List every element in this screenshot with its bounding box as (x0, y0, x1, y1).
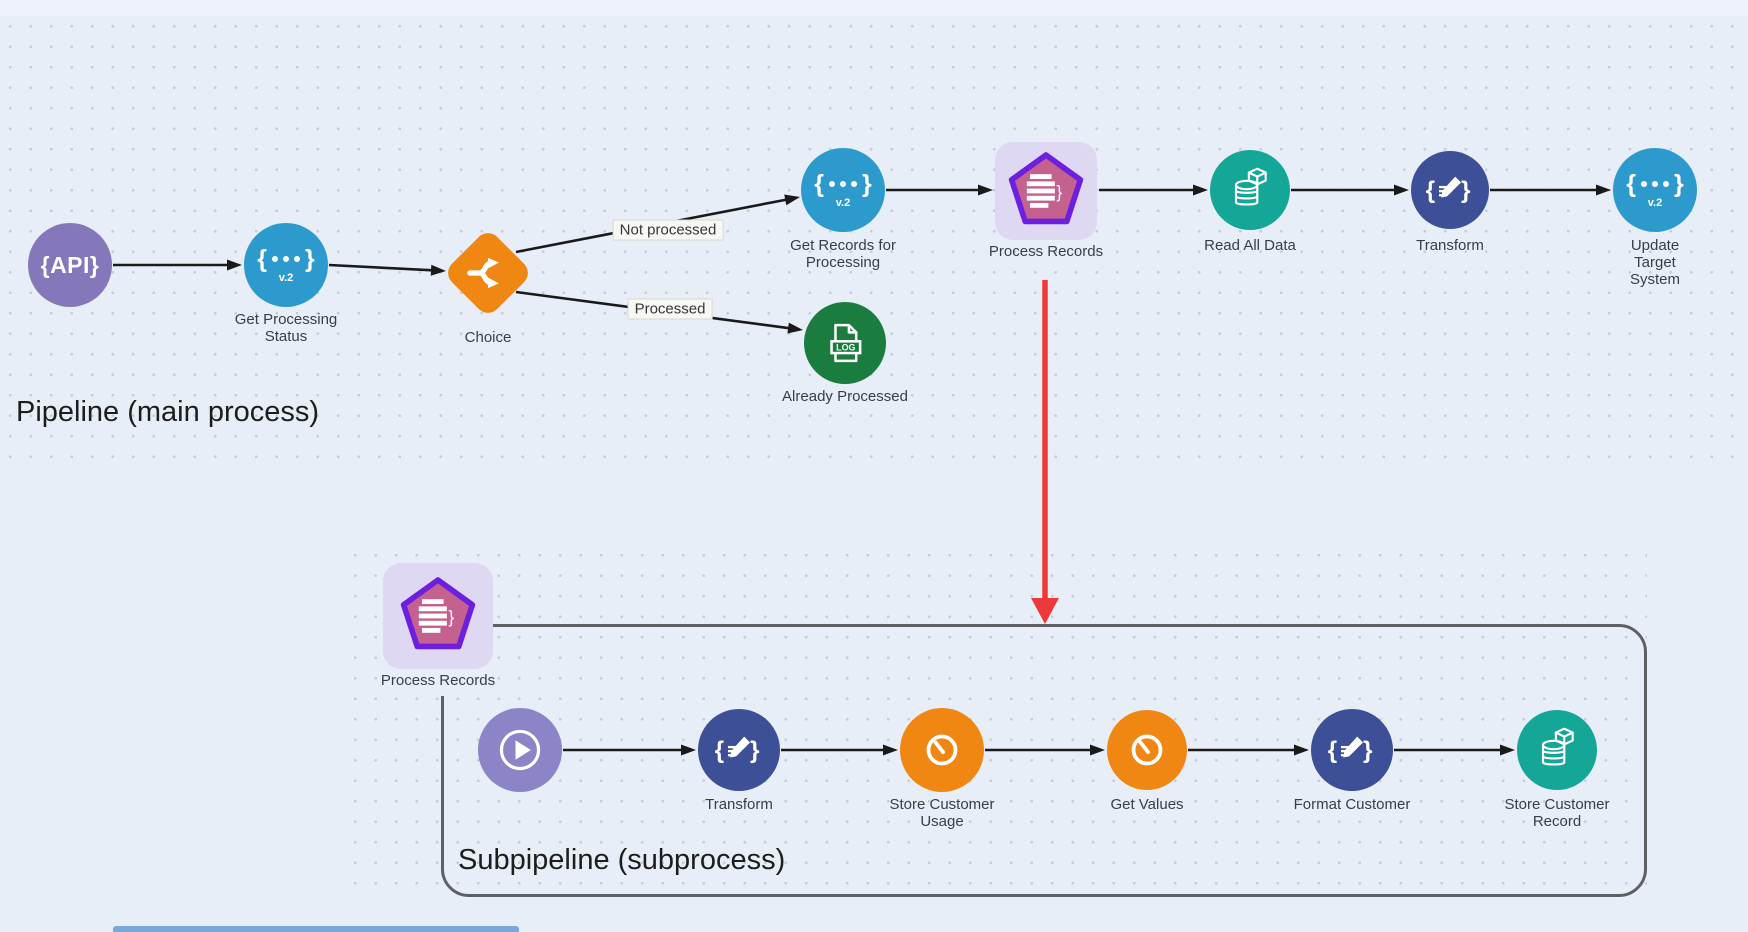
node-subpipeline-start[interactable] (478, 708, 562, 792)
edge-store-customer-usage-get-values (985, 744, 1105, 756)
edge-transform-main-update-target-system (1490, 184, 1611, 196)
svg-text:}: } (750, 737, 760, 764)
svg-text:}: } (1461, 177, 1471, 204)
database-cube-icon (1234, 167, 1267, 206)
subpipeline-boundary (441, 624, 1647, 897)
node-transform-main[interactable]: { } (1411, 151, 1489, 229)
log-file-icon: LOG (830, 323, 862, 363)
edge-process-records-main-read-all-data (1099, 184, 1208, 196)
node-process-records-sub[interactable]: } (383, 563, 493, 669)
node-choice[interactable] (442, 227, 534, 319)
node-label-process-records-main: Process Records (988, 243, 1104, 260)
snap-dots-v2-icon: {} v.2 (814, 169, 872, 209)
svg-text:}: } (1056, 182, 1062, 202)
svg-text:{: { (1328, 737, 1337, 764)
play-icon (499, 729, 541, 771)
node-transform-sub[interactable]: { } (698, 709, 780, 791)
node-label-update-target-system: Update Target System (1629, 237, 1680, 288)
subpipeline-title: Subpipeline (subprocess) (458, 844, 786, 876)
choice-fork-icon (467, 257, 499, 289)
svg-text:LOG: LOG (836, 342, 855, 352)
version-badge: v.2 (278, 271, 294, 284)
subprocess-red-arrow (1031, 280, 1059, 624)
node-store-customer-record[interactable] (1517, 710, 1597, 790)
svg-text:{: { (1426, 177, 1435, 204)
node-label-store-customer-usage: Store Customer Usage (889, 796, 995, 830)
node-label-process-records-sub: Process Records (380, 672, 496, 689)
pentagon-doc-icon: } (1008, 152, 1084, 225)
node-label-get-processing-status: Get Processing Status (234, 311, 338, 345)
edge-read-all-data-transform-main (1291, 184, 1409, 196)
edge-api-get-processing-status (113, 259, 242, 271)
node-label-choice: Choice (464, 329, 512, 346)
edge-format-customer-store-customer-record (1394, 744, 1515, 756)
api-icon: {API} (40, 251, 100, 278)
edge-subpipeline-start-transform-sub (563, 744, 696, 756)
node-get-records-for-processing[interactable]: {} v.2 (801, 148, 885, 232)
node-process-records-main[interactable]: } (995, 142, 1097, 240)
node-get-processing-status[interactable]: {} v.2 (244, 223, 328, 307)
node-format-customer[interactable]: { } (1311, 709, 1393, 791)
svg-text:}: } (448, 607, 454, 627)
edge-transform-sub-store-customer-usage (781, 744, 898, 756)
node-store-customer-usage[interactable] (900, 708, 984, 792)
node-update-target-system[interactable]: {} v.2 (1613, 148, 1697, 232)
bottom-window-edge (113, 926, 519, 932)
main-pipeline-title: Pipeline (main process) (16, 396, 320, 428)
edge-label-not-processed: Not processed (612, 219, 724, 241)
node-label-transform-sub: Transform (705, 796, 773, 813)
version-badge: v.2 (835, 196, 851, 209)
node-label-already-processed: Already Processed (782, 388, 908, 405)
edge-get-records-for-processing-process-records-main (886, 184, 993, 196)
svg-text:}: } (1363, 737, 1373, 764)
node-label-get-records-for-processing: Get Records for Processing (790, 237, 896, 271)
braces-pencil-icon: { } (1426, 176, 1471, 204)
node-label-read-all-data: Read All Data (1204, 237, 1296, 254)
node-label-get-values: Get Values (1110, 796, 1184, 813)
gauge-icon (1131, 734, 1163, 766)
braces-pencil-icon: { } (715, 736, 760, 764)
snap-dots-v2-icon: {} v.2 (1626, 169, 1684, 209)
edge-get-values-format-customer (1188, 744, 1309, 756)
database-cube-icon (1541, 727, 1574, 766)
edge-get-processing-status-choice (328, 263, 446, 276)
edge-label-processed: Processed (627, 298, 713, 320)
gauge-icon (926, 734, 958, 766)
version-badge: v.2 (1647, 196, 1663, 209)
node-get-values[interactable] (1107, 710, 1187, 790)
node-label-format-customer: Format Customer (1293, 796, 1411, 813)
node-label-transform-main: Transform (1416, 237, 1484, 254)
braces-pencil-icon: { } (1328, 736, 1373, 764)
svg-text:{: { (715, 737, 724, 764)
top-band (0, 0, 1748, 16)
node-label-store-customer-record: Store Customer Record (1504, 796, 1610, 830)
pentagon-doc-icon: } (400, 577, 476, 650)
node-already-processed[interactable]: LOG (804, 302, 886, 384)
node-api[interactable]: {API} (28, 223, 112, 307)
node-read-all-data[interactable] (1210, 150, 1290, 230)
snap-dots-v2-icon: {} v.2 (257, 244, 315, 284)
